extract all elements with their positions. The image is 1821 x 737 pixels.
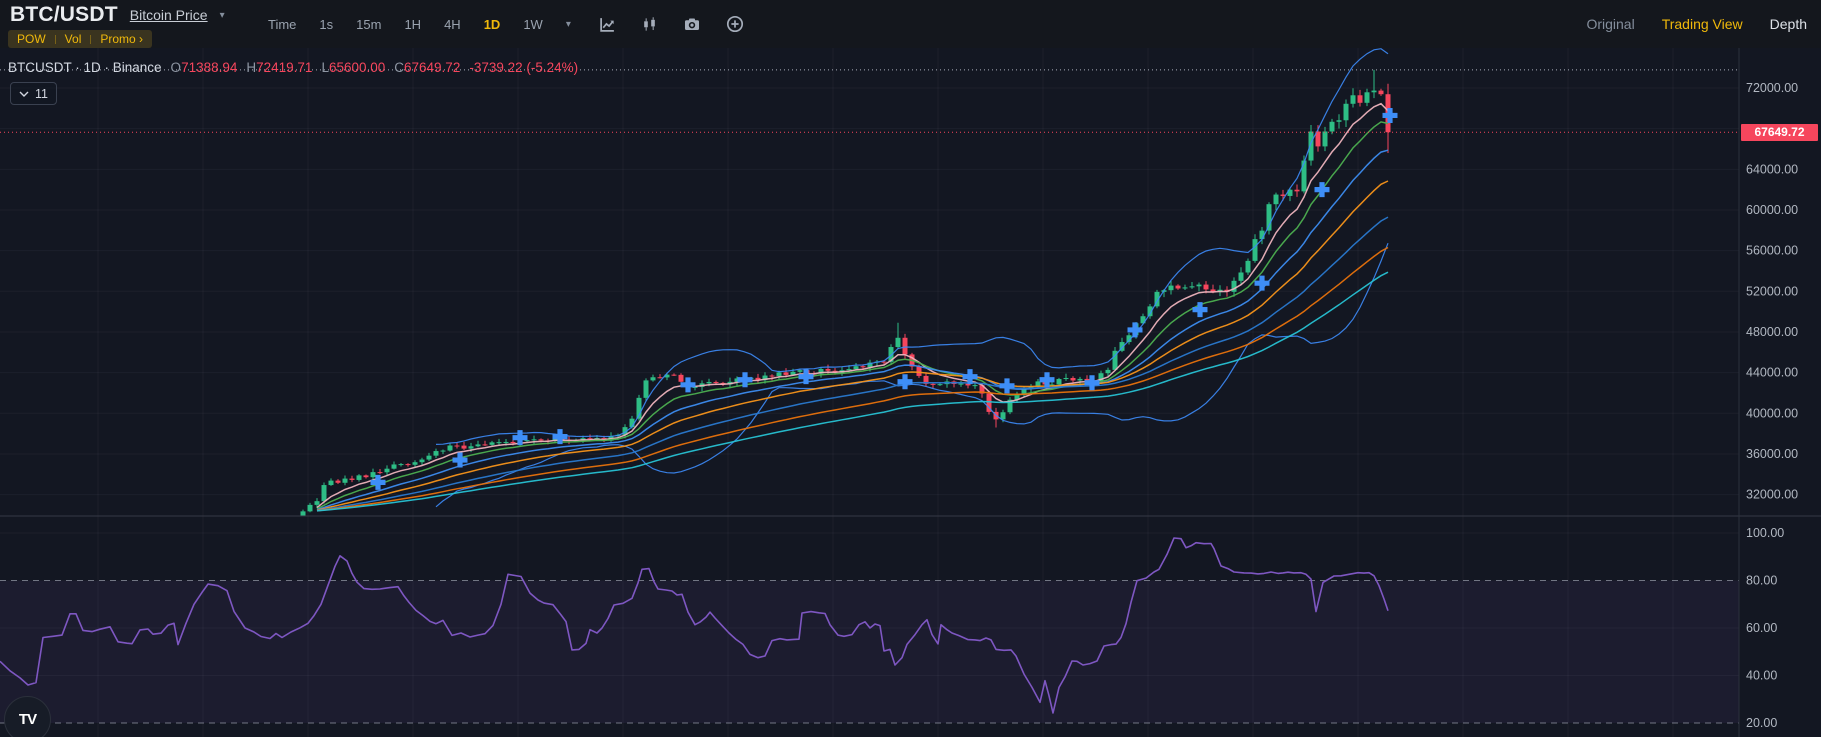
ma-lines-layer: [316, 102, 1389, 512]
timeframe-15m[interactable]: 15m: [356, 16, 382, 32]
divider: [90, 34, 92, 44]
timeframe-time[interactable]: Time: [268, 16, 297, 32]
trade-plus-marker: [1254, 275, 1270, 291]
trade-plus-marker: [798, 369, 814, 385]
candlestick-icon[interactable]: [641, 16, 658, 33]
chevron-down-icon: [19, 91, 29, 97]
rsi-line-layer: [0, 537, 1389, 714]
ema-12-line: [316, 121, 1389, 510]
rsi-axis-label: 100.00: [1746, 526, 1784, 540]
trade-markers-layer: [370, 107, 1398, 490]
price-axis-label: 44000.00: [1746, 366, 1798, 380]
promo-vol[interactable]: Vol: [64, 32, 82, 46]
rsi-axis-label: 20.00: [1746, 716, 1777, 730]
ema-62-line: [316, 246, 1389, 512]
camera-icon[interactable]: [683, 16, 701, 33]
ohlc-legend: BTCUSDT · 1D · Binance O71388.94 H72419.…: [8, 60, 578, 75]
trade-plus-marker: [680, 377, 696, 393]
symbol-title: BTC/USDT: [10, 3, 118, 26]
promo-strip: POW Vol Promo ›: [8, 30, 153, 48]
price-axis-label: 48000.00: [1746, 325, 1798, 339]
legend-high: H72419.71: [246, 60, 313, 75]
legend-open: O71388.94: [170, 60, 238, 75]
legend-change: -3739.22 (-5.24%): [469, 60, 579, 75]
rsi-band: [0, 580, 1739, 723]
timeframe-1s[interactable]: 1s: [319, 16, 334, 32]
symbol-subtitle-link[interactable]: Bitcoin Price: [129, 7, 208, 23]
current-price-label: 67649.72: [1741, 123, 1818, 141]
trade-plus-marker: [999, 378, 1015, 394]
ema-30-line: [316, 180, 1389, 512]
timeframe-toolbar: Time 1s 15m 1H 4H 1D 1W ▾: [268, 0, 744, 48]
chart-tool-icons: [599, 15, 744, 33]
rsi-axis-label: 80.00: [1746, 574, 1777, 588]
trade-plus-marker: [1127, 322, 1143, 338]
rsi-axis-label: 40.00: [1746, 669, 1777, 683]
trade-plus-marker: [737, 372, 753, 388]
trade-plus-marker: [1192, 302, 1208, 318]
tradingview-logo[interactable]: TV: [4, 696, 51, 737]
trade-plus-marker: [552, 429, 568, 445]
indicators-collapse-button[interactable]: 11: [10, 82, 57, 105]
grid-layer: [0, 48, 1739, 737]
timeframe-1d[interactable]: 1D: [483, 16, 501, 32]
trade-plus-marker: [897, 374, 913, 390]
divider: [54, 34, 56, 44]
view-tab-original[interactable]: Original: [1586, 16, 1635, 32]
ema-80-line: [316, 271, 1389, 512]
chart-line-icon[interactable]: [599, 16, 616, 33]
price-axis-label: 32000.00: [1746, 488, 1798, 502]
view-mode-tabs: Original Trading View Depth: [1586, 0, 1807, 48]
legend-low: L65600.00: [321, 60, 386, 75]
timeframe-4h[interactable]: 4H: [444, 16, 461, 32]
rsi-line: [0, 537, 1389, 714]
promo-pow[interactable]: POW: [17, 32, 46, 46]
axis-layer: 72000.00 64000.00 60000.00 56000.00 52000.00…: [0, 48, 1821, 737]
main-chart-canvas[interactable]: 72000.00 64000.00 60000.00 56000.00 52000.00…: [0, 48, 1821, 737]
trade-plus-marker: [1039, 372, 1055, 388]
symbol-row: BTC/USDT Bitcoin Price ▾: [10, 3, 225, 27]
promo-promo[interactable]: Promo ›: [100, 32, 144, 46]
trade-plus-marker: [1382, 107, 1398, 123]
symbol-dropdown-caret-icon[interactable]: ▾: [219, 9, 225, 21]
legend-symbol-text[interactable]: BTCUSDT · 1D · Binance: [8, 60, 162, 75]
price-axis-label: 40000.00: [1746, 406, 1798, 420]
timeframe-dropdown-caret-icon[interactable]: ▾: [565, 18, 571, 30]
reference-lines: [0, 69, 1739, 133]
price-axis-label: 72000.00: [1746, 81, 1798, 95]
price-axis-label: 60000.00: [1746, 203, 1798, 217]
trade-plus-marker: [512, 430, 528, 446]
ema-45-line: [316, 216, 1389, 512]
indicators-count: 11: [35, 86, 48, 101]
view-tab-trading-view[interactable]: Trading View: [1661, 16, 1743, 32]
price-axis-label: 64000.00: [1746, 162, 1798, 176]
ema-20-line: [316, 149, 1389, 511]
trade-plus-marker: [452, 452, 468, 468]
ema-7-line: [316, 102, 1389, 509]
timeframe-1w[interactable]: 1W: [523, 16, 543, 32]
add-circle-icon[interactable]: [726, 15, 744, 33]
timeframe-1h[interactable]: 1H: [404, 16, 422, 32]
price-axis-label: 52000.00: [1746, 284, 1798, 298]
trade-plus-marker: [1314, 182, 1330, 198]
legend-close: C67649.72: [394, 60, 461, 75]
trade-plus-marker: [962, 369, 978, 385]
bollinger-layer: [435, 48, 1389, 508]
rsi-axis-label: 60.00: [1746, 621, 1777, 635]
price-axis-label: 56000.00: [1746, 244, 1798, 258]
trade-plus-marker: [1084, 375, 1100, 391]
top-bar: BTC/USDT Bitcoin Price ▾ POW Vol Promo ›…: [0, 0, 1821, 48]
trade-plus-marker: [370, 474, 386, 490]
view-tab-depth[interactable]: Depth: [1769, 16, 1807, 32]
price-axis-label: 36000.00: [1746, 447, 1798, 461]
